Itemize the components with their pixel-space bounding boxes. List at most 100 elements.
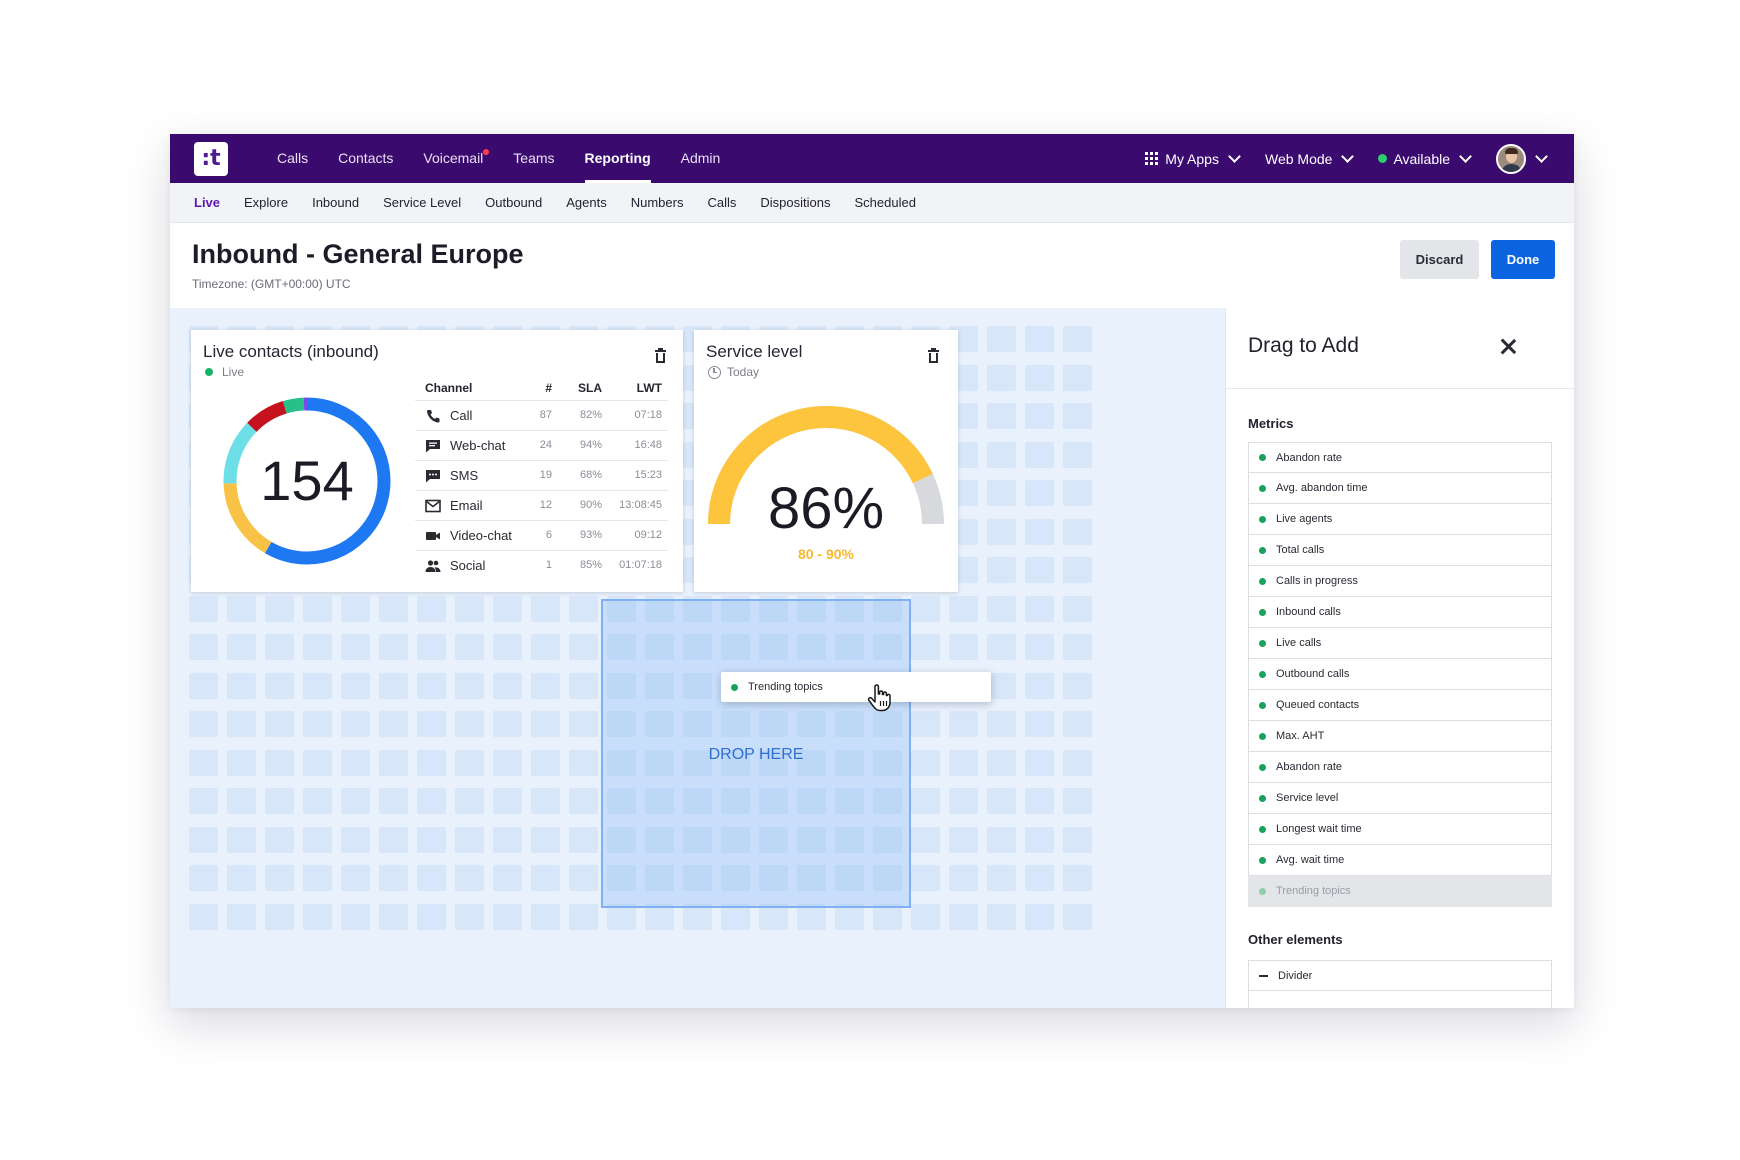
- subnav-outbound[interactable]: Outbound: [485, 195, 543, 210]
- subnav-dispositions[interactable]: Dispositions: [760, 195, 831, 210]
- nav-voicemail[interactable]: Voicemail: [408, 134, 498, 183]
- metrics-heading: Metrics: [1248, 416, 1294, 431]
- metric-item[interactable]: Calls in progress: [1248, 566, 1552, 597]
- dragged-metric-item[interactable]: Trending topics: [721, 672, 991, 702]
- metric-item[interactable]: Max. AHT: [1248, 721, 1552, 752]
- sla-cell: 94%: [552, 429, 602, 460]
- grid-cell: [417, 595, 446, 622]
- trash-icon[interactable]: [928, 348, 939, 363]
- subnav-numbers[interactable]: Numbers: [630, 195, 684, 210]
- grid-cell: [1025, 903, 1054, 930]
- list-item-divider[interactable]: Divider: [1248, 960, 1552, 991]
- grid-cell: [987, 518, 1016, 545]
- grid-cell: [987, 865, 1016, 891]
- grid-cell: [1025, 711, 1054, 737]
- grid-cell: [911, 788, 940, 814]
- top-bar: :t Calls Contacts Voicemail Teams Report…: [170, 134, 1574, 183]
- grid-cell: [417, 826, 446, 853]
- grid-cell: [379, 826, 408, 853]
- grid-cell: [645, 749, 674, 776]
- grid-cell: [759, 826, 788, 853]
- metric-dot-icon: [1259, 484, 1266, 492]
- metric-item[interactable]: Total calls: [1248, 535, 1552, 566]
- nav-admin[interactable]: Admin: [680, 150, 721, 166]
- discard-button[interactable]: Discard: [1400, 240, 1479, 279]
- nav-reporting[interactable]: Reporting: [570, 134, 666, 183]
- grid-cell: [721, 711, 750, 737]
- channel-label: Email: [450, 498, 483, 514]
- subnav-inbound[interactable]: Inbound: [312, 195, 360, 210]
- drop-zone[interactable]: DROP HERE: [601, 599, 911, 908]
- subnav-service-level[interactable]: Service Level: [383, 195, 462, 210]
- close-icon[interactable]: [1500, 338, 1517, 355]
- metric-item[interactable]: Avg. abandon time: [1248, 473, 1552, 504]
- grid-cell: [683, 826, 712, 853]
- metric-item[interactable]: Live calls: [1248, 628, 1552, 659]
- grid-cell: [379, 711, 408, 737]
- grid-cell: [189, 749, 218, 776]
- grid-cell: [455, 865, 484, 891]
- grid-cell: [645, 672, 674, 699]
- donut-segment-sms: [223, 397, 391, 565]
- grid-cell: [303, 711, 332, 737]
- grid-cell: [721, 788, 750, 814]
- subnav-agents[interactable]: Agents: [566, 195, 607, 210]
- grid-cell: [379, 749, 408, 776]
- live-contacts-widget: Live contacts (inbound) Live 154 Channel…: [191, 330, 683, 592]
- metric-label: Queued contacts: [1276, 699, 1360, 711]
- grid-cell: [493, 711, 522, 737]
- grid-cell: [227, 595, 256, 622]
- grid-cell: [569, 672, 598, 699]
- grid-cell: [987, 903, 1016, 930]
- metric-item[interactable]: Outbound calls: [1248, 659, 1552, 690]
- grid-cell: [1063, 672, 1092, 699]
- grid-cell: [1063, 557, 1092, 583]
- status-menu[interactable]: Available: [1378, 150, 1472, 167]
- grid-cell: [493, 865, 522, 891]
- metric-item[interactable]: Inbound calls: [1248, 597, 1552, 628]
- grid-cell: [1025, 480, 1054, 506]
- grid-cell: [341, 865, 370, 891]
- subnav-scheduled[interactable]: Scheduled: [854, 195, 916, 210]
- chevron-down-icon: [1535, 150, 1548, 163]
- main-nav: Calls Contacts Voicemail Teams Reporting…: [262, 134, 735, 183]
- dashboard-canvas[interactable]: Live contacts (inbound) Live 154 Channel…: [170, 308, 1225, 1008]
- my-apps-menu[interactable]: My Apps: [1145, 150, 1241, 167]
- nav-contacts[interactable]: Contacts: [338, 150, 394, 166]
- metric-item[interactable]: Queued contacts: [1248, 690, 1552, 721]
- app-logo[interactable]: :t: [194, 142, 228, 176]
- grid-cell: [987, 826, 1016, 853]
- list-item[interactable]: [1248, 991, 1552, 1008]
- lwt-cell: 01:07:18: [602, 549, 668, 580]
- metric-item[interactable]: Longest wait time: [1248, 814, 1552, 845]
- grid-cell: [607, 672, 636, 699]
- metric-item[interactable]: Live agents: [1248, 504, 1552, 535]
- grid-cell: [455, 826, 484, 853]
- grid-cell: [493, 672, 522, 699]
- nav-teams[interactable]: Teams: [513, 150, 555, 166]
- grid-cell: [341, 595, 370, 622]
- other-elements-heading: Other elements: [1248, 932, 1343, 947]
- user-menu[interactable]: [1496, 143, 1548, 174]
- web-mode-menu[interactable]: Web Mode: [1265, 150, 1355, 167]
- metric-item[interactable]: Avg. wait time: [1248, 845, 1552, 876]
- subnav-calls[interactable]: Calls: [707, 195, 737, 210]
- subnav-live[interactable]: Live: [194, 195, 221, 210]
- metric-item[interactable]: Abandon rate: [1248, 442, 1552, 473]
- trash-icon[interactable]: [655, 348, 666, 363]
- nav-calls[interactable]: Calls: [277, 150, 309, 166]
- subnav-explore[interactable]: Explore: [244, 195, 289, 210]
- count-cell: 1: [524, 549, 552, 580]
- service-level-target-range: 80 - 90%: [797, 546, 855, 562]
- channel-cell: Social: [415, 549, 524, 580]
- grid-cell: [1025, 326, 1054, 352]
- grid-cell: [1025, 403, 1054, 429]
- metric-item-placeholder[interactable]: Trending topics: [1248, 876, 1552, 907]
- top-right-controls: My Apps Web Mode Available: [1119, 134, 1548, 183]
- grid-cell: [1025, 557, 1054, 583]
- grid-cell: [1025, 634, 1054, 660]
- chevron-down-icon: [1459, 150, 1472, 163]
- metric-item[interactable]: Abandon rate: [1248, 752, 1552, 783]
- metric-item[interactable]: Service level: [1248, 783, 1552, 814]
- done-button[interactable]: Done: [1491, 240, 1555, 279]
